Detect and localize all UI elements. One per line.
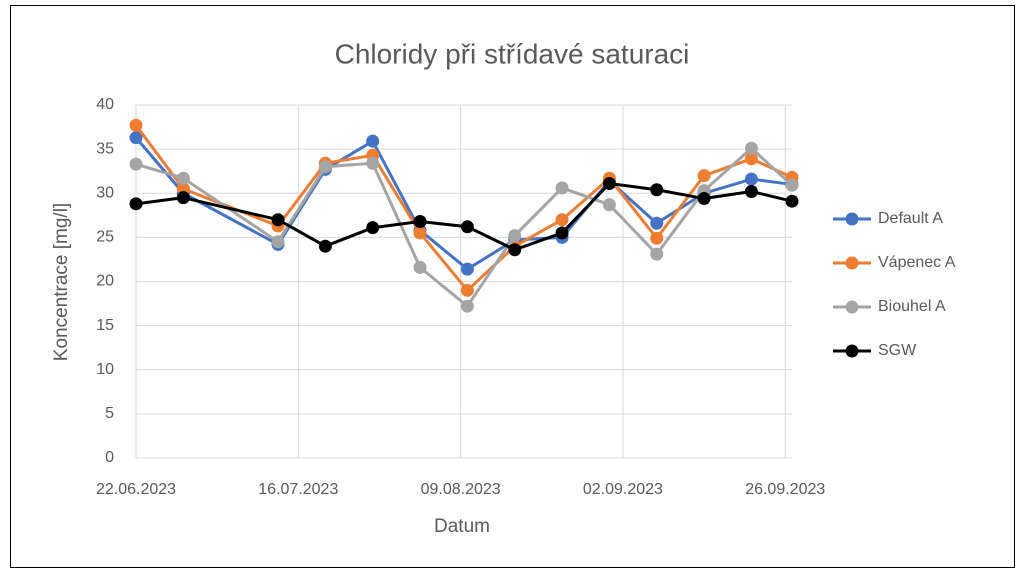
data-point bbox=[650, 216, 664, 230]
data-point bbox=[697, 169, 711, 183]
y-tick-label: 10 bbox=[96, 361, 114, 378]
y-tick-label: 5 bbox=[105, 405, 114, 422]
data-point bbox=[744, 184, 758, 198]
data-point bbox=[366, 221, 380, 235]
y-axis-label: Koncentrace [mg/l] bbox=[51, 203, 72, 361]
y-tick-label: 15 bbox=[96, 317, 114, 334]
data-point bbox=[129, 157, 143, 171]
data-point bbox=[508, 243, 522, 257]
data-point bbox=[602, 198, 616, 212]
y-tick-label: 35 bbox=[96, 140, 114, 157]
series-line bbox=[135, 146, 794, 308]
legend-label: Default A bbox=[878, 210, 943, 227]
data-point bbox=[366, 134, 380, 148]
data-point bbox=[129, 131, 143, 145]
legend-marker bbox=[845, 344, 859, 358]
data-point bbox=[744, 141, 758, 155]
x-axis-label: Datum bbox=[434, 516, 490, 537]
data-point bbox=[697, 192, 711, 206]
data-point bbox=[744, 152, 758, 166]
data-point bbox=[602, 177, 616, 191]
y-tick-label: 25 bbox=[96, 229, 114, 246]
data-point bbox=[460, 220, 474, 234]
x-tick-label: 16.07.2023 bbox=[258, 481, 338, 498]
data-point bbox=[555, 181, 569, 195]
data-point bbox=[271, 235, 285, 249]
data-point bbox=[176, 191, 190, 205]
legend-label: Biouhel A bbox=[878, 298, 946, 315]
y-tick-label: 20 bbox=[96, 273, 114, 290]
data-point bbox=[508, 229, 522, 243]
data-point bbox=[744, 172, 758, 186]
legend-marker bbox=[845, 300, 859, 314]
data-point bbox=[555, 213, 569, 227]
y-tick-label: 30 bbox=[96, 184, 114, 201]
data-point bbox=[413, 214, 427, 228]
data-point bbox=[129, 197, 143, 211]
data-point bbox=[555, 226, 569, 240]
data-point bbox=[413, 226, 427, 240]
data-point bbox=[650, 247, 664, 261]
data-point bbox=[318, 160, 332, 174]
data-point bbox=[318, 239, 332, 253]
x-tick-label: 02.09.2023 bbox=[583, 481, 663, 498]
data-point bbox=[460, 283, 474, 297]
data-point bbox=[129, 118, 143, 132]
series-line bbox=[135, 182, 793, 252]
x-tick-label: 26.09.2023 bbox=[745, 481, 825, 498]
chart-frame bbox=[10, 5, 1015, 568]
x-tick-label: 22.06.2023 bbox=[96, 481, 176, 498]
data-point bbox=[366, 156, 380, 170]
legend-marker bbox=[845, 212, 859, 226]
legend-label: Vápenec A bbox=[878, 254, 956, 271]
data-point bbox=[460, 299, 474, 313]
data-point bbox=[650, 231, 664, 245]
data-point bbox=[785, 194, 799, 208]
data-point bbox=[650, 183, 664, 197]
legend-marker bbox=[845, 256, 859, 270]
x-tick-label: 09.08.2023 bbox=[421, 481, 501, 498]
legend-label: SGW bbox=[878, 342, 917, 359]
chart-title: Chloridy při střídavé saturaci bbox=[335, 38, 690, 69]
y-tick-label: 40 bbox=[96, 96, 114, 113]
data-point bbox=[271, 213, 285, 227]
data-point bbox=[413, 260, 427, 274]
y-tick-label: 0 bbox=[105, 449, 114, 466]
data-point bbox=[176, 171, 190, 185]
data-point bbox=[460, 262, 474, 276]
data-point bbox=[785, 178, 799, 192]
